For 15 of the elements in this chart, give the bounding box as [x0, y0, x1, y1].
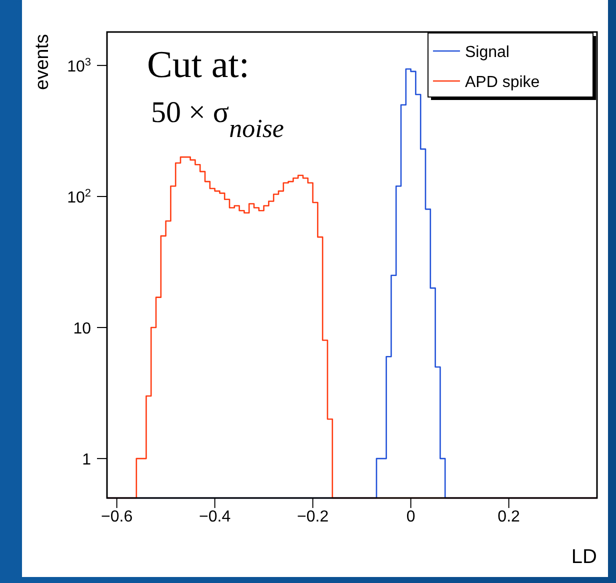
y-tick-label: 1 [82, 452, 92, 469]
legend-label: APD spike [465, 74, 540, 91]
annotation: 50 × σ$_{noise}$ [151, 96, 284, 142]
x-tick-label: −0.6 [101, 508, 133, 526]
annotation: Cut at: [147, 44, 250, 86]
x-axis-title: LD [571, 546, 597, 568]
y-tick-label: 10$^{2}$ [67, 187, 91, 206]
y-tick-label: 10$^{3}$ [67, 56, 91, 76]
legend-label: Signal [465, 44, 510, 61]
x-tick-label: −0.2 [297, 508, 329, 526]
x-tick-label: −0.4 [199, 508, 231, 526]
x-tick-label: 0 [406, 508, 416, 526]
y-tick-label: 10 [73, 320, 92, 338]
x-tick-label: 0.2 [498, 508, 520, 526]
y-axis-title: events [32, 34, 53, 90]
